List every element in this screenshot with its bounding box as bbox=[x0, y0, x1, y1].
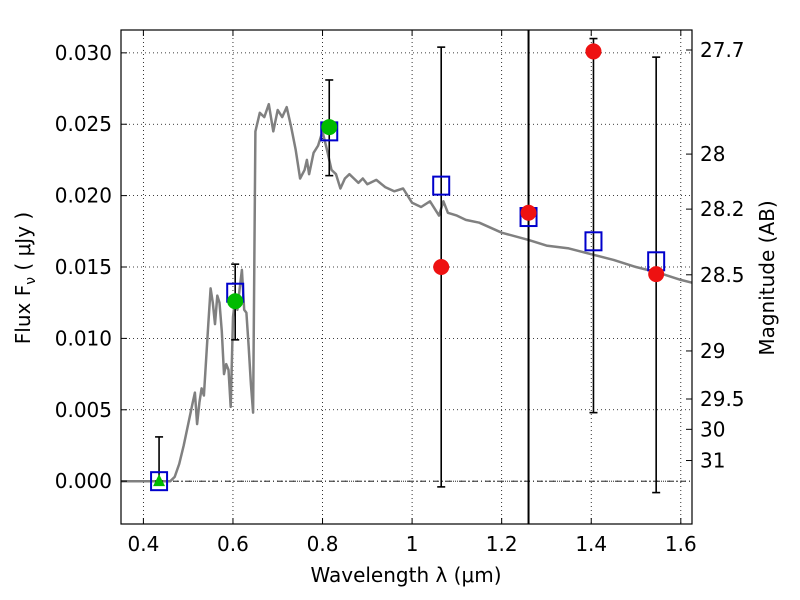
x-tick-label: 0.8 bbox=[307, 532, 339, 556]
y-tick-label: 0.010 bbox=[55, 326, 112, 350]
axes: 0.4 0.6 0.8 1 1.2 1.4 1.6 0.000 0.005 0.010 0.015 0… bbox=[55, 29, 745, 556]
magnitude-tick-label: 30 bbox=[700, 417, 725, 441]
x-tick-label: 0.6 bbox=[217, 532, 249, 556]
magnitude-tick-label: 29 bbox=[700, 339, 725, 363]
detection-point bbox=[321, 119, 338, 136]
template-spectrum-line bbox=[121, 102, 693, 483]
y-axis-label-subscript: ν bbox=[23, 277, 39, 285]
detection-point bbox=[227, 293, 244, 310]
upper-limit-triangle-point bbox=[153, 474, 166, 487]
x-axis-label: Wavelength λ (μm) bbox=[310, 563, 501, 587]
grid-lines bbox=[121, 30, 692, 524]
magnitude-tick-label: 29.5 bbox=[700, 387, 745, 411]
y-tick-label: 0.000 bbox=[55, 469, 112, 493]
plot-area bbox=[121, 30, 693, 524]
model-square-point bbox=[150, 471, 169, 492]
plot-frame bbox=[120, 29, 693, 525]
y-tick-label: 0.020 bbox=[55, 184, 112, 208]
x-tick-label: 0.4 bbox=[127, 532, 159, 556]
y-tick-label: 0.025 bbox=[55, 112, 112, 136]
y-tick-label: 0.030 bbox=[55, 41, 112, 65]
y2-axis-label: Magnitude (AB) bbox=[755, 200, 779, 355]
x-tick-label: 1.4 bbox=[575, 532, 607, 556]
magnitude-tick-label: 28 bbox=[700, 142, 725, 166]
magnitude-tick-label: 28.5 bbox=[700, 263, 745, 287]
y-axis-label-unit: ( μJy ) bbox=[11, 212, 35, 271]
nondetection-point bbox=[585, 43, 602, 60]
model-square-point bbox=[432, 175, 451, 196]
y-tick-label: 0.005 bbox=[55, 398, 112, 422]
nondetection-point bbox=[433, 259, 450, 276]
magnitude-tick-label: 31 bbox=[700, 449, 725, 473]
magnitude-tick-label: 27.7 bbox=[700, 38, 745, 62]
model-square-point bbox=[584, 231, 603, 252]
y-tick-label: 0.015 bbox=[55, 255, 112, 279]
x-tick-label: 1.6 bbox=[665, 532, 697, 556]
nondetection-point bbox=[520, 204, 537, 221]
magnitude-tick-label: 28.2 bbox=[700, 197, 745, 221]
x-tick-label: 1 bbox=[406, 532, 419, 556]
nondetection-point bbox=[648, 266, 665, 283]
y-axis-label: Flux Fν ( μJy ) bbox=[11, 212, 39, 344]
x-tick-label: 1.2 bbox=[486, 532, 518, 556]
